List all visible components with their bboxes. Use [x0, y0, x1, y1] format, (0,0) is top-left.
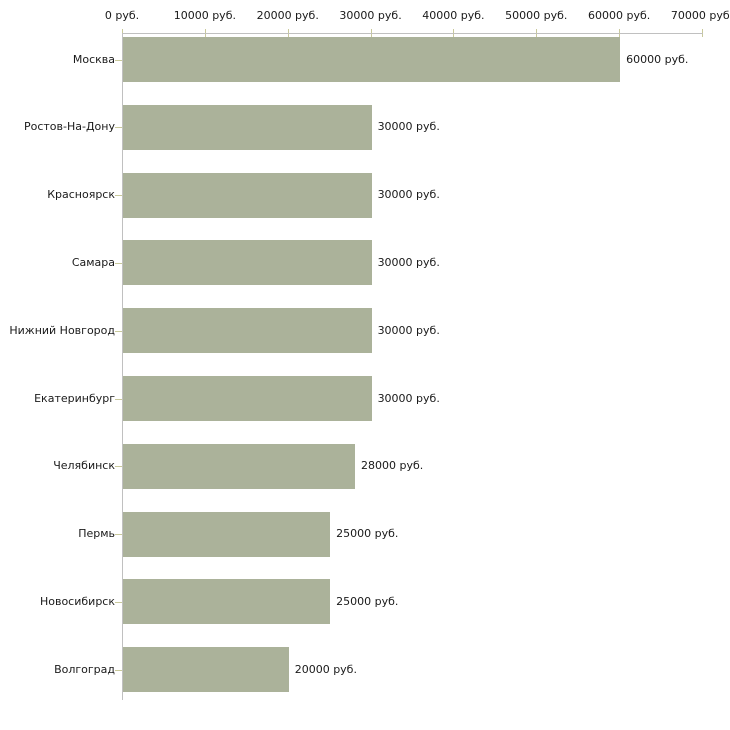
x-axis-tick-label: 30000 руб.	[339, 9, 402, 22]
category-label: Красноярск	[47, 188, 115, 202]
value-label: 30000 руб.	[377, 323, 440, 337]
x-axis-tick-label: 50000 руб.	[505, 9, 568, 22]
category-label: Новосибирск	[39, 594, 115, 608]
bar	[123, 308, 372, 354]
y-axis-line	[122, 33, 123, 700]
bar-row: Новосибирск 25000 руб.	[0, 575, 730, 643]
bar	[123, 579, 331, 625]
category-tick-mark	[115, 127, 122, 129]
value-label: 28000 руб.	[361, 459, 424, 473]
category-label: Волгоград	[54, 662, 115, 676]
bar-row: Челябинск 28000 руб.	[0, 440, 730, 508]
value-label: 25000 руб.	[336, 527, 399, 541]
value-label: 30000 руб.	[377, 255, 440, 269]
value-label: 30000 руб.	[377, 391, 440, 405]
bar	[123, 647, 289, 693]
category-tick-mark	[115, 534, 122, 536]
bar-row: Нижний Новгород 30000 руб.	[0, 304, 730, 372]
x-axis-tick-label: 20000 руб.	[256, 9, 319, 22]
x-axis-tick-label: 0 руб.	[104, 9, 140, 22]
x-axis-tick-label: 40000 руб.	[422, 9, 485, 22]
category-label: Пермь	[78, 527, 115, 541]
category-label: Екатеринбург	[34, 391, 115, 405]
value-label: 30000 руб.	[377, 120, 440, 134]
category-tick-mark	[115, 195, 122, 197]
category-tick-mark	[115, 262, 122, 264]
bar-row: Екатеринбург 30000 руб.	[0, 372, 730, 440]
category-tick-mark	[115, 398, 122, 400]
bar-row: Москва 60000 руб.	[0, 33, 730, 101]
category-label: Москва	[72, 52, 115, 66]
x-axis-tick-label: 70000 руб.	[670, 9, 730, 22]
bar-row: Волгоград 20000 руб.	[0, 643, 730, 711]
bar-row: Самара 30000 руб.	[0, 236, 730, 304]
bar	[123, 443, 355, 489]
category-tick-mark	[115, 669, 122, 671]
value-label: 30000 руб.	[377, 188, 440, 202]
bar-row: Ростов-На-Дону 30000 руб.	[0, 101, 730, 169]
value-label: 60000 руб.	[626, 52, 689, 66]
bar	[123, 172, 372, 218]
category-tick-mark	[115, 330, 122, 332]
x-axis-tick-label: 60000 руб.	[588, 9, 651, 22]
bar	[123, 37, 621, 82]
value-label: 25000 руб.	[336, 594, 399, 608]
bar-row: Пермь 25000 руб.	[0, 508, 730, 576]
category-label: Ростов-На-Дону	[23, 120, 115, 134]
category-tick-mark	[115, 466, 122, 468]
bar-row: Красноярск 30000 руб.	[0, 169, 730, 237]
x-axis-line	[122, 33, 703, 34]
x-axis-tick-label: 10000 руб.	[173, 9, 236, 22]
bar	[123, 240, 372, 286]
category-label: Челябинск	[53, 459, 115, 473]
bar	[123, 104, 372, 150]
category-label: Самара	[71, 255, 115, 269]
bar	[123, 376, 372, 421]
category-label: Нижний Новгород	[9, 323, 115, 337]
value-label: 20000 руб.	[294, 662, 357, 676]
bar	[123, 511, 331, 557]
category-tick-mark	[115, 601, 122, 603]
category-tick-mark	[115, 59, 122, 61]
